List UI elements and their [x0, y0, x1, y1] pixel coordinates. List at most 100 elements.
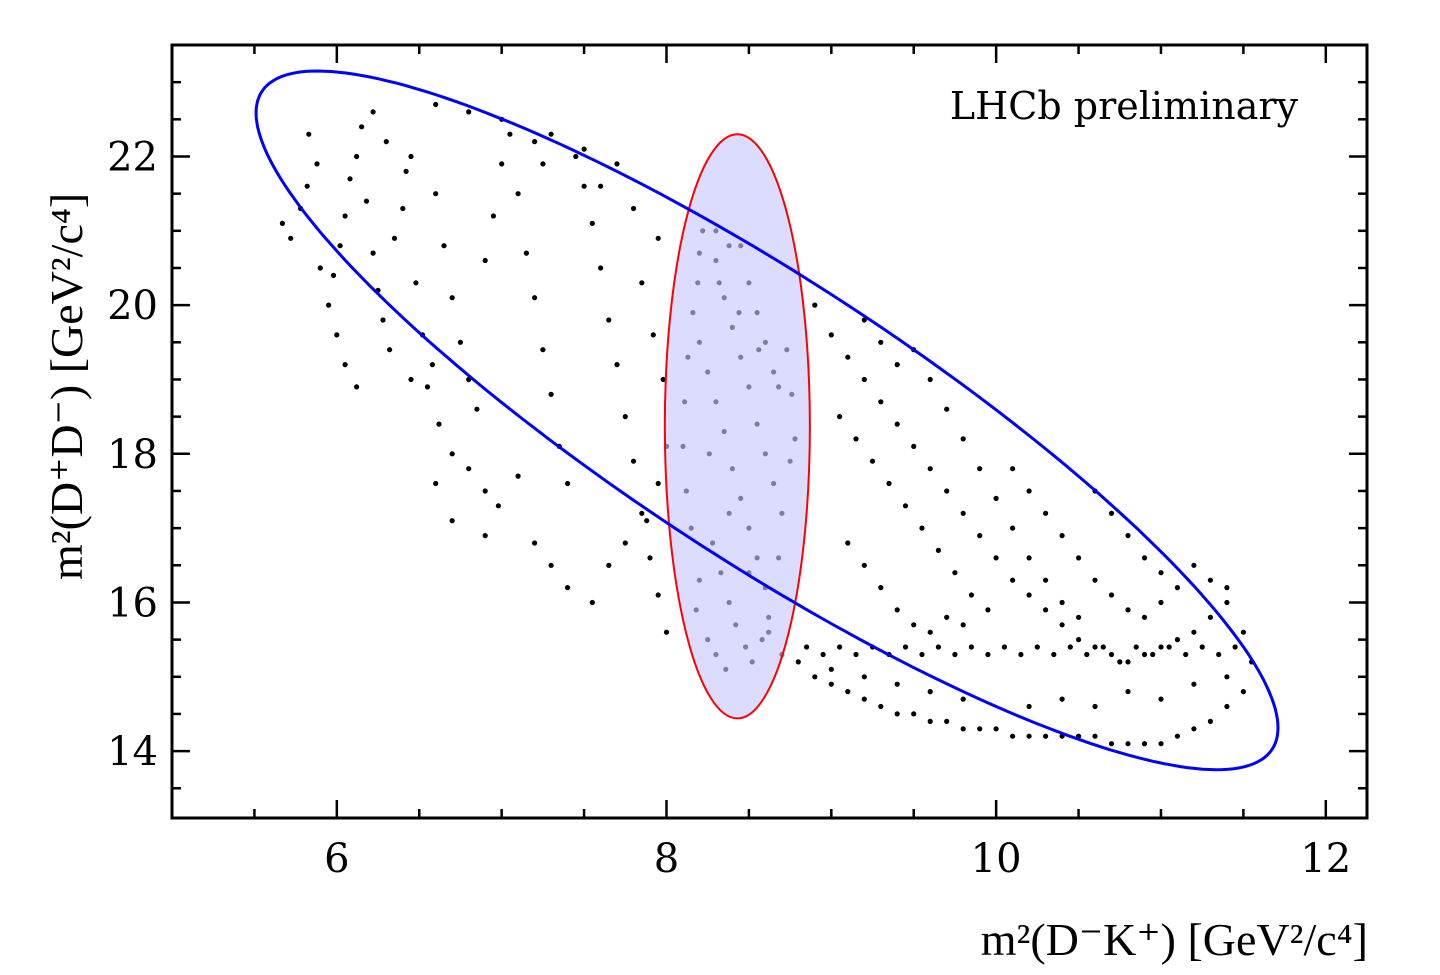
data-point: [878, 585, 884, 591]
data-point: [1224, 703, 1230, 710]
data-point: [436, 421, 442, 427]
data-point: [622, 414, 628, 420]
data-point: [804, 644, 810, 650]
data-point: [1125, 533, 1131, 539]
data-point: [771, 480, 777, 487]
data-point: [532, 295, 538, 301]
data-point: [380, 317, 386, 323]
y-tick-label: 14: [107, 729, 158, 775]
data-point: [1125, 689, 1131, 695]
data-point: [911, 711, 917, 717]
data-point: [337, 243, 343, 249]
data-point: [1240, 629, 1246, 635]
data-point: [853, 436, 859, 442]
data-point: [1043, 733, 1049, 739]
data-point: [902, 503, 909, 509]
data-point: [985, 651, 991, 658]
data-point: [1224, 599, 1230, 606]
data-point: [690, 310, 696, 316]
data-point: [927, 689, 933, 695]
data-point: [911, 443, 917, 449]
data-point: [606, 317, 612, 323]
data-point: [400, 205, 406, 212]
data-point: [1092, 577, 1098, 583]
data-point: [515, 191, 521, 197]
data-point: [985, 607, 991, 613]
data-point: [944, 488, 950, 494]
data-point: [1174, 637, 1180, 643]
plot-frame: [170, 43, 1369, 820]
data-point: [639, 510, 645, 516]
data-point: [1158, 599, 1164, 606]
data-point: [1001, 644, 1008, 650]
data-point: [408, 376, 414, 383]
data-point: [828, 332, 834, 338]
data-point: [682, 399, 688, 405]
data-point: [515, 473, 521, 479]
data-point: [977, 726, 983, 732]
data-point: [919, 651, 925, 658]
data-point: [482, 257, 488, 264]
data-point: [490, 213, 496, 219]
data-point: [1059, 533, 1065, 539]
data-point: [784, 347, 790, 353]
data-point: [288, 235, 294, 241]
data-point: [837, 644, 843, 650]
data-point: [1010, 466, 1016, 472]
data-point: [713, 228, 719, 234]
data-point: [598, 265, 604, 271]
data-point: [696, 339, 703, 345]
data-point: [391, 235, 398, 241]
data-point: [1043, 607, 1049, 613]
data-point: [1166, 644, 1172, 650]
data-point: [736, 310, 742, 316]
data-point: [935, 644, 942, 650]
data-point: [878, 399, 884, 405]
data-point: [495, 503, 501, 509]
data-point: [630, 205, 637, 212]
data-point: [960, 510, 966, 516]
data-point: [766, 614, 772, 620]
data-point: [1207, 718, 1213, 725]
data-point: [457, 339, 463, 345]
data-point: [1108, 510, 1115, 516]
data-point: [433, 191, 439, 197]
data-point: [894, 362, 900, 368]
data-point: [927, 376, 933, 383]
data-point: [683, 488, 689, 494]
selection-band-layer: [664, 134, 810, 719]
data-point: [354, 384, 360, 390]
data-point: [663, 629, 670, 635]
data-point: [861, 376, 867, 383]
data-point: [738, 354, 744, 360]
data-point: [726, 510, 732, 516]
data-point: [927, 718, 933, 725]
data-point: [1076, 637, 1082, 643]
data-point: [894, 421, 900, 427]
data-point: [700, 228, 706, 234]
data-point: [729, 466, 736, 472]
data-point: [726, 599, 732, 606]
data-point: [869, 458, 876, 464]
data-point: [650, 332, 656, 338]
data-point: [1084, 651, 1090, 658]
data-point: [474, 406, 480, 412]
data-point: [548, 391, 554, 397]
data-point: [1224, 585, 1230, 591]
data-point: [789, 391, 795, 397]
data-point: [403, 168, 409, 174]
data-point: [894, 711, 900, 717]
data-point: [1141, 651, 1148, 658]
data-point: [993, 495, 999, 501]
data-point: [713, 257, 719, 264]
data-point: [695, 280, 701, 286]
data-point: [779, 510, 785, 516]
data-point: [927, 466, 933, 472]
scatter-points: [279, 101, 1255, 747]
selection-band-outline: [663, 133, 811, 720]
data-point: [861, 674, 867, 680]
data-point: [952, 570, 958, 576]
data-point: [754, 310, 760, 316]
data-point: [1043, 577, 1049, 583]
data-point: [1207, 614, 1213, 620]
